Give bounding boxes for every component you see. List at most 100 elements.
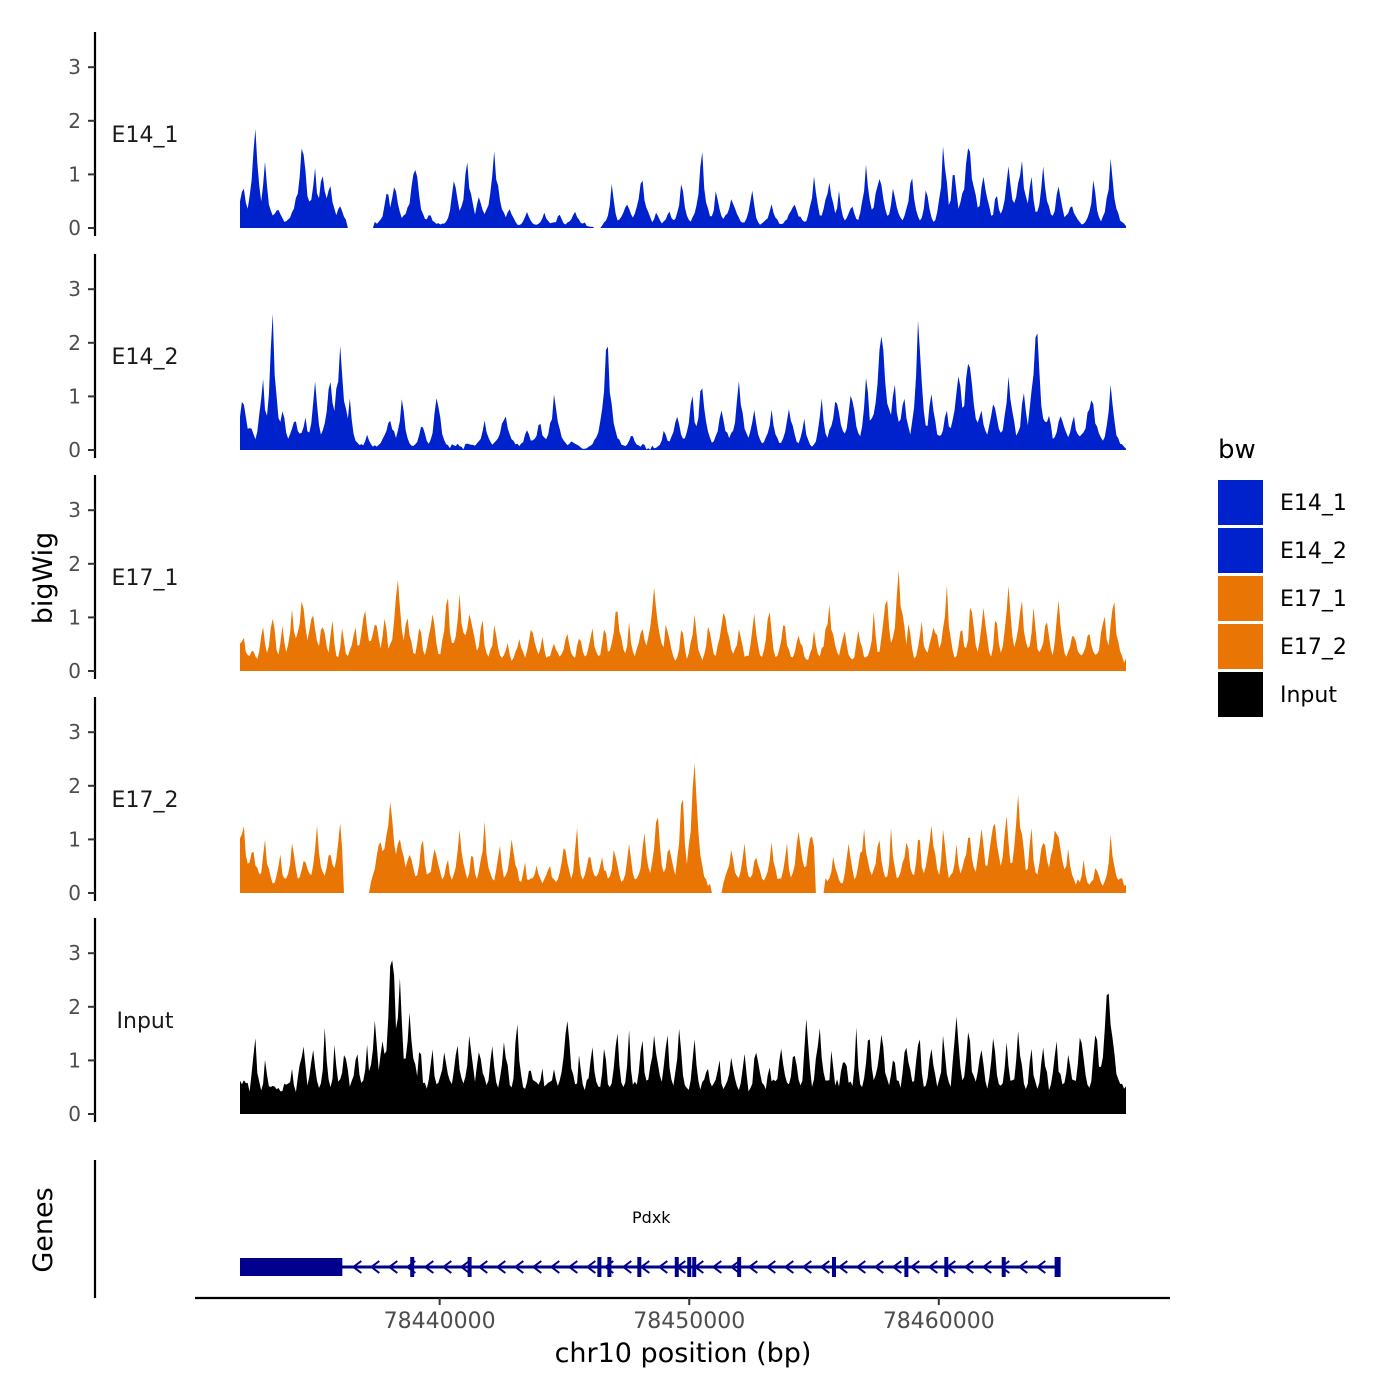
gene-exon	[467, 1257, 472, 1277]
track-label: E14_1	[112, 123, 179, 148]
track-label: E17_2	[112, 788, 179, 813]
y-tick-label: 3	[68, 941, 81, 965]
track-E14_2: 0 1 2 3 E14_2	[68, 254, 1126, 462]
x-tick-label: 78440000	[384, 1309, 496, 1334]
track-Input: 0 1 2 3 Input	[68, 918, 1126, 1126]
gene-name-label: Pdxk	[632, 1208, 671, 1227]
legend-swatch-E17_1	[1218, 576, 1263, 621]
strand-arrow-icon	[801, 1260, 812, 1274]
gene-thick-block	[240, 1258, 343, 1276]
signal-area-E14_2	[240, 313, 1126, 450]
legend: bw E14_1 E14_2 E17_1 E17_2 Input	[1218, 435, 1347, 717]
strand-arrow-icon	[909, 1260, 920, 1274]
y-tick-label: 0	[68, 216, 81, 240]
strand-arrow-icon	[693, 1260, 704, 1274]
gene-exon	[607, 1257, 612, 1277]
strand-arrow-icon	[927, 1260, 938, 1274]
strand-arrow-icon	[999, 1260, 1010, 1274]
strand-arrow-icon	[891, 1260, 902, 1274]
track-label: E17_1	[112, 566, 179, 591]
strand-arrow-icon	[945, 1260, 956, 1274]
y-tick-label: 1	[68, 1048, 81, 1072]
legend-swatch-E14_2	[1218, 528, 1263, 573]
gene-exon	[1001, 1257, 1006, 1277]
strand-arrow-icon	[531, 1260, 542, 1274]
strand-arrow-icon	[603, 1260, 614, 1274]
y-tick-label: 0	[68, 438, 81, 462]
strand-arrow-icon	[441, 1260, 452, 1274]
signal-area-E17_2	[240, 763, 1126, 893]
strand-arrow-icon	[387, 1260, 398, 1274]
strand-arrow-icon	[657, 1260, 668, 1274]
strand-arrow-icon	[711, 1260, 722, 1274]
y-tick-label: 0	[68, 881, 81, 905]
legend-label-E14_2: E14_2	[1280, 539, 1347, 564]
track-label: E14_2	[112, 345, 179, 370]
y-tick-label: 2	[68, 331, 81, 355]
strand-arrow-icon	[423, 1260, 434, 1274]
track-E17_1: 0 1 2 3 E17_1	[68, 475, 1126, 683]
strand-arrow-icon	[855, 1260, 866, 1274]
strand-arrow-icon	[819, 1260, 830, 1274]
x-axis-title: chr10 position (bp)	[555, 1338, 812, 1369]
y-tick-label: 2	[68, 552, 81, 576]
legend-label-E17_1: E17_1	[1280, 587, 1347, 612]
y-tick-label: 1	[68, 384, 81, 408]
gene-exon	[687, 1257, 692, 1277]
y-tick-label: 1	[68, 827, 81, 851]
y-tick-label: 0	[68, 659, 81, 683]
legend-swatch-E17_2	[1218, 624, 1263, 669]
strand-arrow-icon	[369, 1260, 380, 1274]
gene-exon	[904, 1257, 909, 1277]
gene-exon	[831, 1257, 836, 1277]
y-tick-label: 0	[68, 1102, 81, 1126]
strand-arrow-icon	[729, 1260, 740, 1274]
signal-area-E14_1	[240, 129, 1126, 228]
gene-exon	[737, 1257, 742, 1277]
genes-axis-title: Genes	[28, 1187, 59, 1272]
y-tick-label: 3	[68, 498, 81, 522]
strand-arrow-icon	[585, 1260, 596, 1274]
strand-arrow-icon	[963, 1260, 974, 1274]
track-E17_2: 0 1 2 3 E17_2	[68, 697, 1126, 905]
strand-arrow-icon	[513, 1260, 524, 1274]
legend-swatch-E14_1	[1218, 480, 1263, 525]
track-label: Input	[117, 1009, 174, 1034]
x-tick-label: 78460000	[883, 1309, 995, 1334]
strand-arrow-icon	[567, 1260, 578, 1274]
legend-label-E17_2: E17_2	[1280, 635, 1347, 660]
strand-arrow-icon	[765, 1260, 776, 1274]
strand-arrow-icon	[621, 1260, 632, 1274]
y-tick-label: 2	[68, 774, 81, 798]
y-tick-label: 1	[68, 162, 81, 186]
strand-arrow-icon	[495, 1260, 506, 1274]
x-axis: 78440000 78450000 78460000	[195, 1296, 1170, 1334]
signal-area-Input	[240, 960, 1126, 1114]
legend-swatch-Input	[1218, 672, 1263, 717]
track-E14_1: 0 1 2 3 E14_1	[68, 32, 1126, 240]
y-tick-label: 3	[68, 720, 81, 744]
tracks-layer: 0 1 2 3 E14_1 0 1 2 3 E14_2 0 1 2 3 E17_1 0 1 2 3 E17_2 0 1 2 3…	[68, 32, 1126, 1126]
gene-exon	[637, 1257, 642, 1277]
strand-arrow-icon	[873, 1260, 884, 1274]
legend-label-Input: Input	[1280, 683, 1337, 708]
y-tick-label: 2	[68, 995, 81, 1019]
signal-area-E17_1	[240, 570, 1126, 671]
strand-arrow-icon	[549, 1260, 560, 1274]
y-tick-label: 1	[68, 605, 81, 629]
y-tick-label: 3	[68, 277, 81, 301]
strand-arrow-icon	[405, 1260, 416, 1274]
y-tick-label: 3	[68, 55, 81, 79]
strand-arrow-icon	[1017, 1260, 1028, 1274]
strand-arrow-icon	[837, 1260, 848, 1274]
legend-label-E14_1: E14_1	[1280, 491, 1347, 516]
strand-arrow-icon	[459, 1260, 470, 1274]
y-tick-label: 2	[68, 109, 81, 133]
legend-title: bw	[1218, 435, 1256, 465]
strand-arrow-icon	[783, 1260, 794, 1274]
gene-exon	[597, 1257, 602, 1277]
gene-exon	[410, 1257, 415, 1277]
genes-layer: Pdxk	[93, 1160, 1061, 1298]
x-tick-label: 78450000	[633, 1309, 745, 1334]
